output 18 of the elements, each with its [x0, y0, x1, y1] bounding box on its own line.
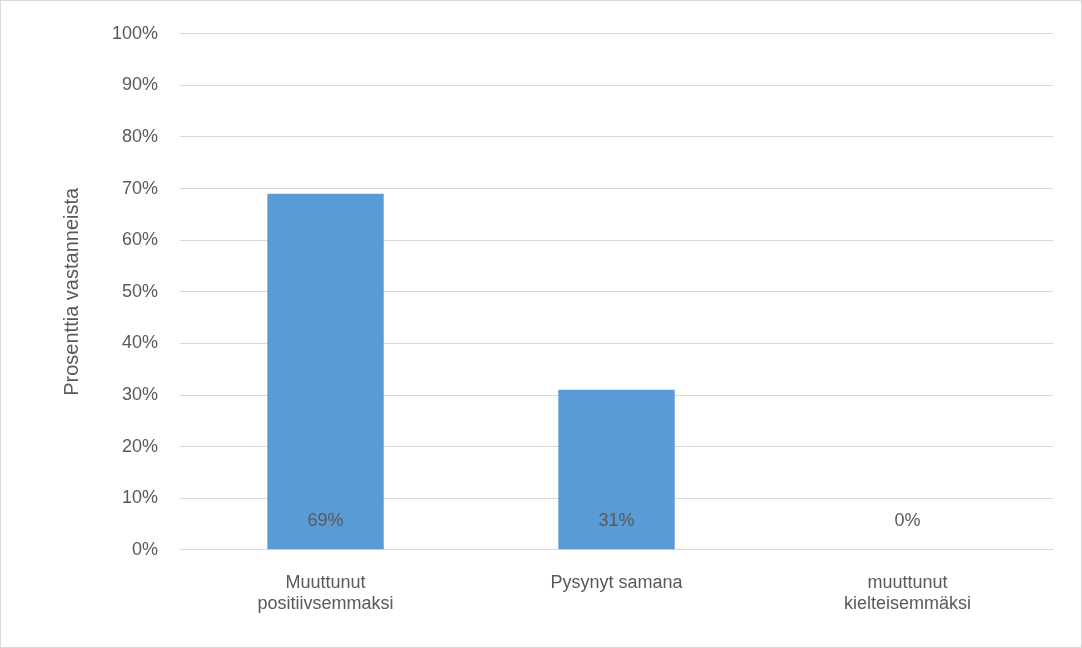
y-tick-label: 30% — [122, 383, 159, 404]
y-tick-label: 0% — [132, 538, 159, 559]
y-tick-label: 20% — [122, 435, 159, 456]
x-tick-label: muuttunut kielteisemmäksi — [843, 571, 972, 614]
y-tick-label: 50% — [122, 280, 159, 301]
x-tick-label: Pysynyt samana — [550, 571, 684, 592]
x-tick-label: Muuttunut positiivsemmaksi — [257, 571, 394, 614]
y-tick-label: 100% — [111, 22, 159, 43]
y-tick-label: 10% — [122, 487, 159, 508]
y-tick-label: 70% — [122, 177, 159, 198]
y-tick-label: 90% — [122, 74, 159, 95]
y-tick-label: 40% — [122, 332, 159, 353]
data-label: 69% — [307, 509, 344, 530]
data-label: 31% — [598, 509, 635, 530]
data-label: 0% — [894, 509, 921, 530]
y-axis-title: Prosenttia vastanneista — [59, 186, 82, 396]
y-tick-label: 60% — [122, 229, 159, 250]
y-tick-label: 80% — [122, 125, 159, 146]
